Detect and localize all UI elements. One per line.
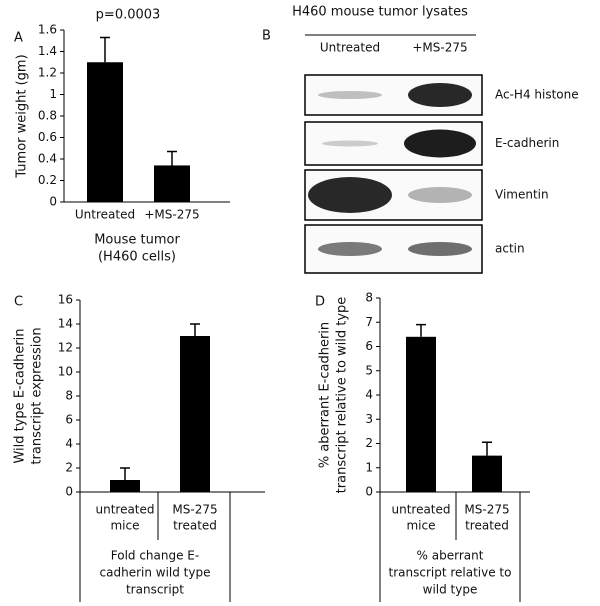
- blot-band: [408, 187, 472, 203]
- bar: [406, 336, 436, 492]
- bar: [110, 480, 140, 492]
- x-tick-label: MS-275: [172, 503, 217, 517]
- x-tick-label: treated: [465, 519, 509, 533]
- y-axis-label: Wild type E-cadherin: [13, 328, 28, 463]
- y-tick-label: 7: [365, 315, 373, 329]
- y-tick-label: 0: [365, 485, 373, 499]
- y-tick-label: 10: [58, 365, 73, 379]
- y-tick-label: 1.4: [38, 44, 57, 58]
- y-tick-label: 8: [65, 389, 73, 403]
- y-axis-label: transcript relative to wild type: [335, 297, 350, 494]
- x-axis-label: wild type: [423, 583, 478, 597]
- y-tick-label: 14: [58, 317, 73, 331]
- blot-band: [308, 177, 392, 213]
- bar: [87, 62, 123, 202]
- y-tick-label: 0.4: [38, 152, 57, 166]
- y-tick-label: 0.6: [38, 130, 57, 144]
- row-label: actin: [495, 242, 525, 256]
- y-tick-label: 1: [365, 460, 373, 474]
- y-tick-label: 5: [365, 363, 373, 377]
- y-tick-label: 3: [365, 412, 373, 426]
- x-tick-label: mice: [110, 519, 139, 533]
- error-bar: [416, 323, 426, 337]
- lane-label: +MS-275: [412, 41, 467, 55]
- panel-label: B: [262, 29, 271, 44]
- y-tick-label: 0: [49, 195, 57, 209]
- error-bar: [100, 36, 110, 63]
- row-label: Vimentin: [495, 188, 549, 202]
- y-tick-label: 16: [58, 293, 73, 307]
- error-bar: [120, 467, 130, 480]
- x-axis-label: (H460 cells): [98, 250, 176, 265]
- row-label: E-cadherin: [495, 136, 559, 150]
- y-axis-label: Tumor weight (gm): [15, 54, 30, 178]
- y-tick-label: 2: [65, 461, 73, 475]
- y-tick-label: 2: [365, 436, 373, 450]
- x-tick-label: MS-275: [464, 503, 509, 517]
- y-tick-label: 1.6: [38, 23, 57, 37]
- bar: [154, 165, 190, 202]
- blot-band: [408, 242, 472, 256]
- y-tick-label: 0: [65, 485, 73, 499]
- y-tick-label: 4: [65, 437, 73, 451]
- x-axis-label: transcript: [126, 583, 184, 597]
- x-axis-label: cadherin wild type: [100, 566, 211, 580]
- chart-title: p=0.0003: [96, 8, 161, 23]
- x-tick-label: Untreated: [75, 208, 135, 222]
- y-tick-label: 1.2: [38, 66, 57, 80]
- blot-band: [318, 242, 382, 256]
- x-axis-label: % aberrant: [417, 549, 484, 563]
- y-tick-label: 6: [365, 339, 373, 353]
- y-tick-label: 8: [365, 291, 373, 305]
- bar: [180, 336, 210, 492]
- error-bar: [190, 323, 200, 336]
- x-tick-label: untreated: [391, 503, 450, 517]
- blot-band: [322, 140, 378, 147]
- x-tick-label: treated: [173, 519, 217, 533]
- error-bar: [482, 441, 492, 456]
- panel-label: D: [315, 295, 325, 310]
- x-tick-label: mice: [406, 519, 435, 533]
- y-tick-label: 6: [65, 413, 73, 427]
- y-tick-label: 4: [365, 388, 373, 402]
- panel-label: C: [14, 295, 23, 310]
- y-axis-label: transcript expression: [30, 327, 45, 464]
- error-bar: [167, 150, 177, 166]
- blot-band: [318, 91, 382, 99]
- y-tick-label: 0.2: [38, 173, 57, 187]
- lane-label: Untreated: [320, 41, 380, 55]
- chart-title: H460 mouse tumor lysates: [292, 5, 468, 20]
- y-tick-label: 0.8: [38, 109, 57, 123]
- x-axis-label: Mouse tumor: [94, 233, 180, 248]
- x-tick-label: untreated: [95, 503, 154, 517]
- row-label: Ac-H4 histone: [495, 88, 579, 102]
- panel-label: A: [14, 31, 23, 46]
- x-axis-label: Fold change E-: [111, 549, 199, 563]
- x-axis-label: transcript relative to: [389, 566, 512, 580]
- bar: [472, 455, 502, 492]
- blot-band: [408, 83, 472, 107]
- y-axis-label: % aberrant E-cadherin: [318, 322, 333, 468]
- blot-band: [404, 129, 476, 158]
- y-tick-label: 1: [49, 87, 57, 101]
- y-tick-label: 12: [58, 341, 73, 355]
- x-tick-label: +MS-275: [144, 208, 199, 222]
